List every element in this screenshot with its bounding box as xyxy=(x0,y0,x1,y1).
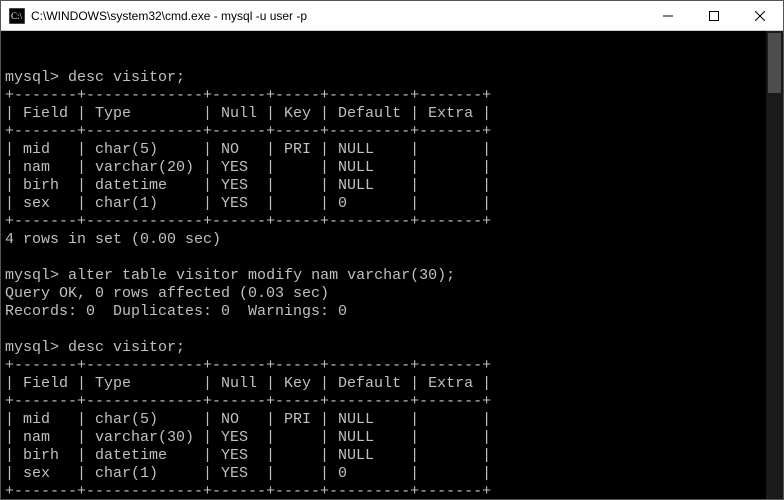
command-desc-2: desc visitor; xyxy=(68,339,185,356)
table2-row: | mid | char(5) | NO | PRI | NULL | | xyxy=(5,411,491,428)
terminal-output[interactable]: mysql> desc visitor; +-------+----------… xyxy=(1,31,783,499)
command-desc-1: desc visitor; xyxy=(68,69,185,86)
table2-border-mid: +-------+-------------+------+-----+----… xyxy=(5,393,491,410)
table2-row: | sex | char(1) | YES | | 0 | | xyxy=(5,465,491,482)
maximize-button[interactable] xyxy=(691,1,737,30)
cmd-window: C:\ C:\WINDOWS\system32\cmd.exe - mysql … xyxy=(0,0,784,500)
window-controls xyxy=(645,1,783,30)
alter-result-2: Records: 0 Duplicates: 0 Warnings: 0 xyxy=(5,303,347,320)
window-title: C:\WINDOWS\system32\cmd.exe - mysql -u u… xyxy=(31,9,645,23)
close-button[interactable] xyxy=(737,1,783,30)
blank-line xyxy=(5,51,14,68)
minimize-button[interactable] xyxy=(645,1,691,30)
cmd-icon: C:\ xyxy=(9,8,25,24)
table1-footer: 4 rows in set (0.00 sec) xyxy=(5,231,221,248)
svg-text:C:\: C:\ xyxy=(11,11,23,21)
table1-row: | sex | char(1) | YES | | 0 | | xyxy=(5,195,491,212)
table1-header: | Field | Type | Null | Key | Default | … xyxy=(5,105,491,122)
table1-row: | nam | varchar(20) | YES | | NULL | | xyxy=(5,159,491,176)
table2-border-bot: +-------+-------------+------+-----+----… xyxy=(5,483,491,499)
prompt: mysql> xyxy=(5,267,59,284)
command-alter: alter table visitor modify nam varchar(3… xyxy=(68,267,455,284)
table2-row: | nam | varchar(30) | YES | | NULL | | xyxy=(5,429,491,446)
table1-border-mid: +-------+-------------+------+-----+----… xyxy=(5,123,491,140)
table1-border-top: +-------+-------------+------+-----+----… xyxy=(5,87,491,104)
table1-row: | mid | char(5) | NO | PRI | NULL | | xyxy=(5,141,491,158)
table2-row: | birh | datetime | YES | | NULL | | xyxy=(5,447,491,464)
scrollbar[interactable] xyxy=(766,31,783,499)
table2-border-top: +-------+-------------+------+-----+----… xyxy=(5,357,491,374)
prompt: mysql> xyxy=(5,69,59,86)
alter-result-1: Query OK, 0 rows affected (0.03 sec) xyxy=(5,285,329,302)
prompt: mysql> xyxy=(5,339,59,356)
table1-border-bot: +-------+-------------+------+-----+----… xyxy=(5,213,491,230)
table1-row: | birh | datetime | YES | | NULL | | xyxy=(5,177,491,194)
table2-header: | Field | Type | Null | Key | Default | … xyxy=(5,375,491,392)
scrollbar-thumb[interactable] xyxy=(768,33,781,93)
titlebar[interactable]: C:\ C:\WINDOWS\system32\cmd.exe - mysql … xyxy=(1,1,783,31)
